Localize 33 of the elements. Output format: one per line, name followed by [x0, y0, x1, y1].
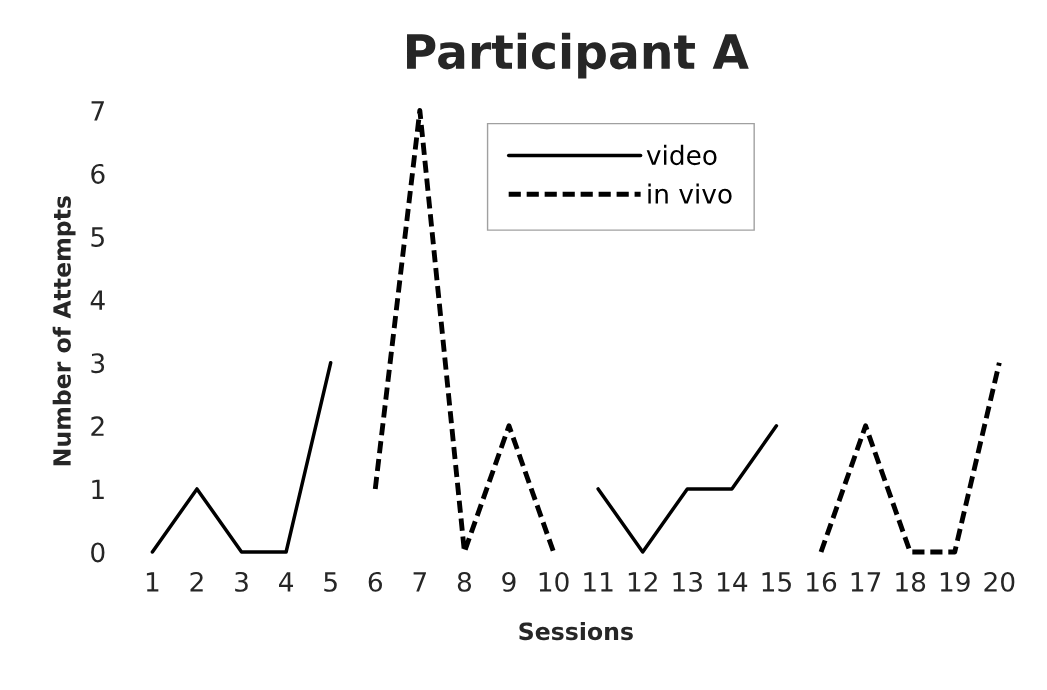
x-tick-label: 8	[457, 571, 471, 592]
y-tick-label: 7	[91, 101, 104, 121]
legend-label: in vivo	[648, 183, 732, 204]
x-tick-label: 14	[717, 572, 748, 592]
y-tick-label: 6	[91, 163, 105, 184]
x-tick-label: 19	[940, 571, 970, 592]
y-tick-label: 4	[90, 290, 105, 310]
y-axis-title: Number of Attempts	[52, 196, 76, 466]
x-tick-label: 9	[502, 571, 516, 592]
x-tick-label: 3	[235, 571, 248, 592]
x-tick-label: 10	[539, 571, 569, 592]
legend-label: video	[646, 144, 717, 166]
x-tick-label: 18	[896, 571, 926, 592]
y-tick-label: 2	[91, 416, 104, 436]
chart-title: Participant A	[407, 32, 749, 79]
x-tick-label: 1	[146, 572, 159, 592]
y-tick-label: 0	[91, 542, 105, 563]
x-tick-label: 5	[324, 572, 337, 592]
x-tick-label: 15	[762, 572, 791, 592]
x-tick-label: 20	[984, 571, 1015, 592]
x-tick-label: 16	[807, 571, 837, 592]
x-tick-label: 12	[628, 571, 657, 592]
x-tick-label: 7	[413, 572, 426, 592]
x-tick-label: 13	[673, 571, 702, 592]
x-tick-label: 4	[279, 572, 294, 592]
y-tick-label: 3	[91, 353, 105, 374]
x-tick-label: 2	[190, 571, 203, 592]
x-tick-label: 17	[851, 572, 881, 592]
x-tick-label: 11	[584, 572, 613, 592]
x-tick-label: 6	[368, 571, 382, 592]
y-tick-label: 5	[91, 227, 104, 247]
y-tick-label: 1	[92, 479, 104, 499]
x-axis-title: Sessions	[519, 621, 633, 641]
